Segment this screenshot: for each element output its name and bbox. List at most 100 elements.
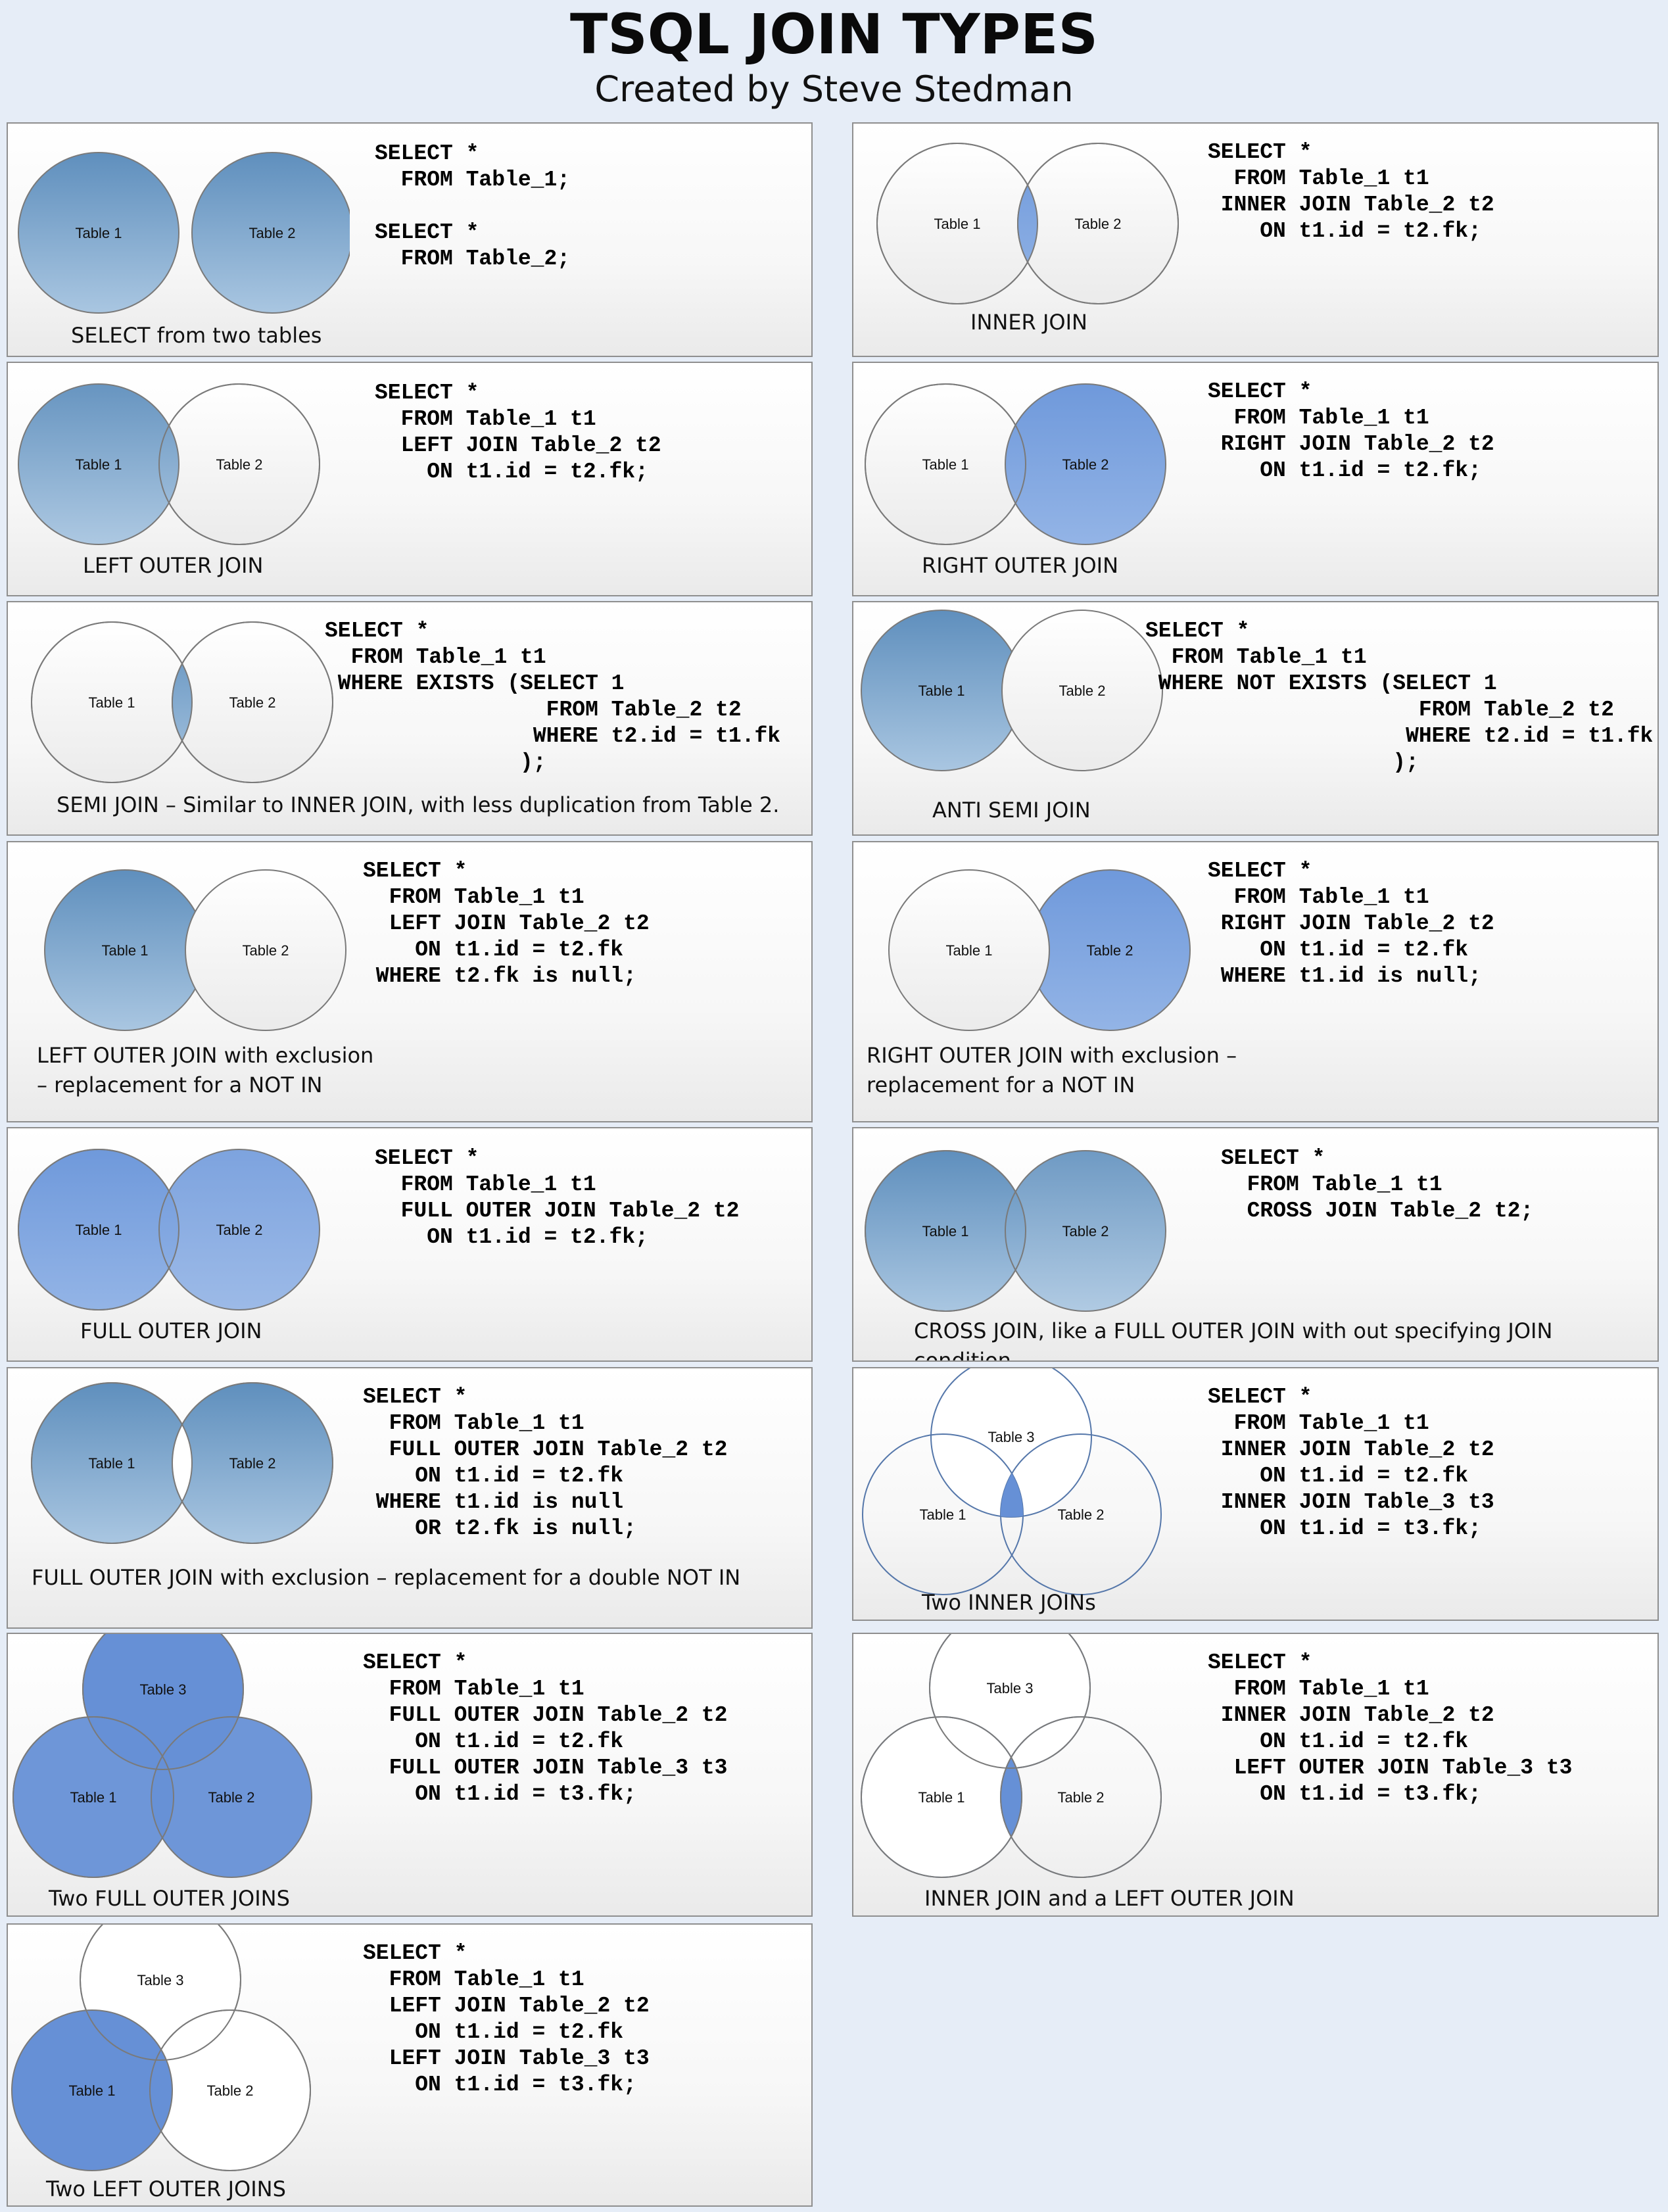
table1-label: Table 1 <box>102 942 149 959</box>
table1-outline <box>865 1150 1026 1312</box>
panel-right-outer-join: Table 1 Table 2 SELECT * FROM Table_1 t1 R… <box>852 362 1659 596</box>
sql-code: SELECT * FROM Table_1 t1 FULL OUTER JOIN… <box>363 1385 728 1541</box>
panel-two-inner-joins: Table 1 Table 2 Table 3 SELECT * FROM Table… <box>852 1367 1659 1621</box>
panel-select-two-tables: Table 1 Table 2 SELECT * FROM Table_1; SEL… <box>7 122 813 357</box>
table2-label: Table 2 <box>243 942 289 959</box>
table3-label: Table 3 <box>137 1972 184 1988</box>
join-caption: Two FULL OUTER JOINS <box>49 1886 290 1911</box>
venn-diagram: Table 1 Table 2 Table 3 <box>862 1368 1162 1595</box>
table1-outline <box>18 1149 179 1310</box>
sql-code: SELECT * FROM Table_1 t1 INNER JOIN Tabl… <box>1208 140 1494 243</box>
venn-diagram: Table 1 Table 2 Table 3 <box>12 1634 312 1878</box>
join-caption: Two LEFT OUTER JOINS <box>46 2176 286 2201</box>
panel-inner-join: Table 1 Table 2 SELECT * FROM Table_1 t1 I… <box>852 122 1659 357</box>
sql-code: SELECT * FROM Table_1 t1 INNER JOIN Tabl… <box>1208 1385 1494 1541</box>
table2-label: Table 2 <box>229 694 276 711</box>
table2-label: Table 2 <box>216 456 263 473</box>
sql-code: SELECT * FROM Table_1 t1 LEFT JOIN Table… <box>363 1941 650 2097</box>
sql-code: SELECT * FROM Table_1 t1 RIGHT JOIN Tabl… <box>1208 379 1494 483</box>
table1-outline <box>31 621 193 783</box>
table1-label: Table 1 <box>89 694 135 711</box>
sql-code: SELECT * FROM Table_1 t1 FULL OUTER JOIN… <box>375 1146 740 1249</box>
table3-label: Table 3 <box>140 1681 187 1698</box>
table1-outline <box>12 1716 174 1878</box>
panel-right-outer-join-exclusion: Table 1 Table 2 SELECT * FROM Table_1 t1 R… <box>852 841 1659 1122</box>
sql-code: SELECT * FROM Table_1 t1 CROSS JOIN Tabl… <box>1221 1146 1534 1223</box>
join-caption: ANTI SEMI JOIN <box>932 798 1091 823</box>
venn-diagram: Table 1 Table 2 <box>876 143 1179 304</box>
table1-label: Table 1 <box>76 225 122 241</box>
sql-code: SELECT * FROM Table_1; SELECT * FROM Tab… <box>375 141 571 271</box>
venn-diagram: Table 1 Table 2 <box>18 383 320 545</box>
table1-label: Table 1 <box>69 2082 116 2099</box>
sql-code: SELECT * FROM Table_1 t1 LEFT JOIN Table… <box>363 859 650 988</box>
page-subtitle: Created by Steve Stedman <box>594 68 1074 110</box>
table1-label: Table 1 <box>920 1506 966 1523</box>
venn-diagram: Table 1 Table 2 <box>861 610 1163 771</box>
table2-outline <box>172 621 333 783</box>
venn-diagram: Table 1 Table 2 Table 3 <box>861 1634 1162 1878</box>
table3-label: Table 3 <box>988 1429 1035 1445</box>
table2-label: Table 2 <box>1062 1223 1109 1239</box>
table1-label: Table 1 <box>76 456 122 473</box>
table3-outline <box>929 1634 1091 1769</box>
venn-diagram: Table 1 Table 2 Table 3 <box>11 1925 311 2171</box>
table2-label: Table 2 <box>208 1789 255 1806</box>
table2-label: Table 2 <box>249 225 296 241</box>
table2-circle <box>191 152 350 314</box>
table1-outline <box>865 383 1026 545</box>
table1-label: Table 1 <box>934 216 981 232</box>
venn-diagram: Table 1 Table 2 <box>18 152 350 314</box>
table1-label: Table 1 <box>922 456 969 473</box>
table2-label: Table 2 <box>1062 456 1109 473</box>
table1-outline <box>31 1382 193 1544</box>
join-caption: INNER JOIN and a LEFT OUTER JOIN <box>924 1886 1295 1911</box>
sql-code: SELECT * FROM Table_1 t1 WHERE EXISTS (S… <box>325 619 781 775</box>
panel-full-outer-join-exclusion: Table 1 Table 2 SELECT * FROM Table_1 t1 F… <box>7 1367 813 1629</box>
panel-anti-semi-join: Table 1 Table 2 SELECT * FROM Table_1 t1 W… <box>852 601 1659 836</box>
panel-left-outer-join-exclusion: Table 1 Table 2 SELECT * FROM Table_1 t1 L… <box>7 841 813 1122</box>
table2-label: Table 2 <box>1087 942 1133 959</box>
table2-circle <box>185 869 346 1031</box>
table2-outline <box>149 2009 311 2171</box>
panel-inner-and-left-outer-join: Table 1 Table 2 Table 3 SELECT * FROM Table… <box>852 1633 1659 1917</box>
table2-outline <box>172 1382 333 1544</box>
table2-label: Table 2 <box>1075 216 1122 232</box>
join-caption: RIGHT OUTER JOIN with exclusion – replac… <box>867 1043 1237 1097</box>
join-caption: LEFT OUTER JOIN <box>83 553 264 578</box>
table1-label: Table 1 <box>918 1789 965 1806</box>
table2-circle <box>1005 383 1166 545</box>
sql-code: SELECT * FROM Table_1 t1 LEFT JOIN Table… <box>375 381 661 484</box>
panel-cross-join: Table 1 Table 2 SELECT * FROM Table_1 t1 C… <box>852 1127 1659 1362</box>
table2-label: Table 2 <box>1058 1789 1105 1806</box>
venn-diagram: Table 1 Table 2 <box>865 1150 1166 1312</box>
join-caption: SEMI JOIN – Similar to INNER JOIN, with … <box>57 792 780 817</box>
table1-circle <box>888 869 1050 1031</box>
venn-diagram: Table 1 Table 2 <box>18 1149 320 1310</box>
table3-label: Table 3 <box>987 1680 1034 1696</box>
table1-label: Table 1 <box>946 942 993 959</box>
table1-circle <box>18 152 179 314</box>
table2-label: Table 2 <box>1059 683 1106 699</box>
table2-label: Table 2 <box>207 2082 254 2099</box>
sql-code: SELECT * FROM Table_1 t1 RIGHT JOIN Tabl… <box>1208 859 1494 988</box>
venn-diagram: Table 1 Table 2 <box>888 869 1191 1031</box>
join-caption: FULL OUTER JOIN <box>80 1318 262 1343</box>
join-caption: Two INNER JOINs <box>922 1590 1096 1615</box>
panel-semi-join: Table 1 Table 2 SELECT * FROM Table_1 t1 W… <box>7 601 813 836</box>
table3-outline <box>80 1925 241 2061</box>
table1-outline <box>861 1716 1022 1878</box>
table1-circle <box>18 383 179 545</box>
table1-circle <box>11 2009 173 2171</box>
table1-label: Table 1 <box>89 1455 135 1472</box>
panel-two-left-outer-joins: Table 1 Table 2 Table 3 SELECT * FROM Table… <box>7 1923 813 2207</box>
join-caption: FULL OUTER JOIN with exclusion – replace… <box>32 1565 741 1590</box>
venn-diagram: Table 1 Table 2 <box>31 1382 333 1544</box>
table2-circle <box>151 1716 312 1878</box>
panel-two-full-outer-joins: Table 1 Table 2 Table 3 SELECT * FROM Table… <box>7 1633 813 1917</box>
table3-outline <box>82 1634 244 1770</box>
table1-label: Table 1 <box>70 1789 117 1806</box>
table1-label: Table 1 <box>922 1223 969 1239</box>
table2-circle <box>1005 1150 1166 1312</box>
page-title: TSQL JOIN TYPES <box>569 2 1098 66</box>
